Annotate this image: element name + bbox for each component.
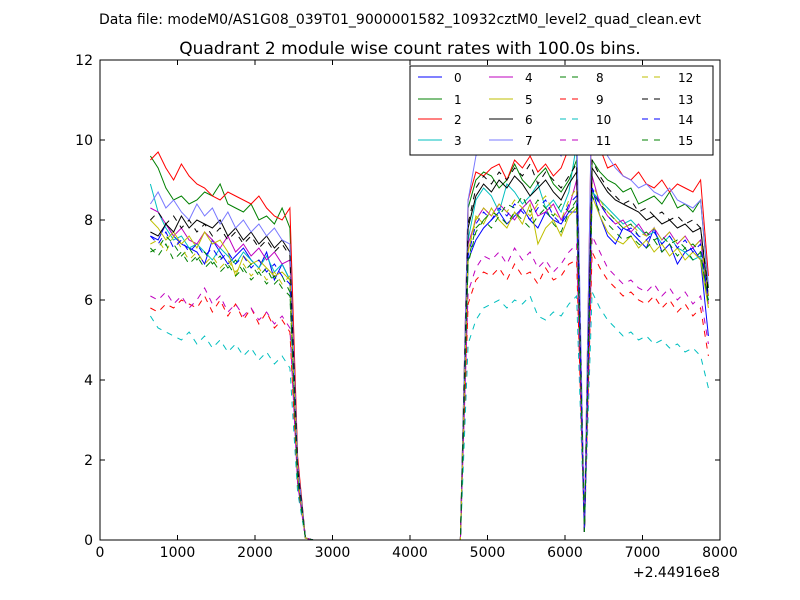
x-tick-label: 4000: [392, 545, 428, 561]
series-14-line: [150, 187, 709, 541]
x-tick-label: 2000: [237, 545, 273, 561]
legend-label-2: 2: [454, 113, 462, 127]
x-tick-label: 5000: [470, 545, 506, 561]
legend-label-14: 14: [678, 113, 693, 127]
legend-label-9: 9: [596, 93, 604, 107]
legend-label-5: 5: [525, 93, 533, 107]
y-tick-label: 2: [84, 453, 93, 469]
legend-label-1: 1: [454, 93, 462, 107]
legend-label-10: 10: [596, 113, 611, 127]
y-tick-label: 0: [84, 533, 93, 549]
legend-label-4: 4: [525, 71, 533, 85]
y-tick-label: 8: [84, 213, 93, 229]
legend-label-12: 12: [678, 71, 693, 85]
legend-label-7: 7: [525, 134, 533, 148]
legend-label-8: 8: [596, 71, 604, 85]
x-tick-label: 7000: [625, 545, 661, 561]
x-tick-label: 1000: [160, 545, 196, 561]
y-tick-label: 12: [75, 53, 93, 69]
legend-label-11: 11: [596, 134, 611, 148]
legend-label-3: 3: [454, 134, 462, 148]
legend-label-13: 13: [678, 93, 693, 107]
series-15-line: [150, 195, 709, 541]
figure-suptitle: Data file: modeM0/AS1G08_039T01_90000015…: [99, 12, 701, 28]
x-axis-offset-label: +2.44916e8: [633, 565, 720, 581]
x-tick-label: 0: [96, 545, 105, 561]
x-tick-label: 6000: [547, 545, 583, 561]
chart-title: Quadrant 2 module wise count rates with …: [179, 39, 640, 59]
y-tick-label: 4: [84, 373, 93, 389]
y-tick-label: 10: [75, 133, 93, 149]
legend-label-15: 15: [678, 134, 693, 148]
legend-label-6: 6: [525, 113, 533, 127]
legend-label-0: 0: [454, 71, 462, 85]
x-tick-label: 8000: [702, 545, 738, 561]
y-tick-label: 6: [84, 293, 93, 309]
x-axis: 0 1000 2000 3000 4000 5000 6000 7000 8000: [96, 60, 738, 561]
series-12-line: [150, 183, 709, 541]
series-13-line: [150, 159, 709, 541]
series-9-line: [150, 251, 709, 541]
x-tick-label: 3000: [315, 545, 351, 561]
